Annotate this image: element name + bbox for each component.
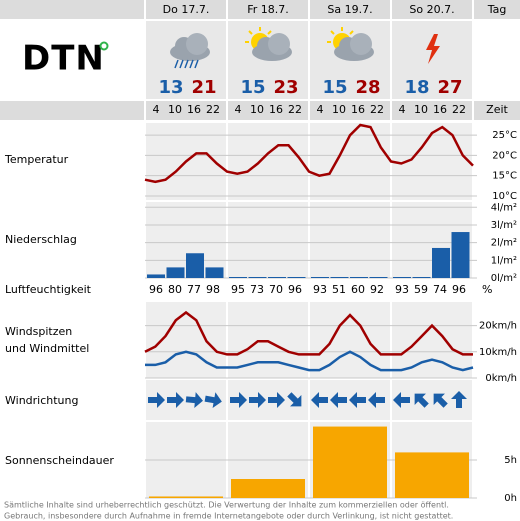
precip-bar [229,277,247,278]
y-tick-label: 10°C [492,191,517,202]
humidity-value: 95 [231,283,245,296]
day-name: Sa 19.7. [327,3,372,16]
day-name: So 20.7. [409,3,454,16]
row-label: Temperatur [4,153,69,166]
hour-label: 10 [250,103,264,116]
row-label: und Windmittel [5,342,89,355]
hour-label: 4 [317,103,324,116]
precip-bar [393,277,411,278]
cell-bg [228,202,308,278]
y-tick-label: 0km/h [485,373,517,384]
hour-label: 16 [187,103,201,116]
hour-label: 4 [153,103,160,116]
precip-bar [432,248,450,278]
unit-label: % [482,283,492,296]
weather-widget: Tag Zeit DTN Do 17.7. 13 21 4 96 10 80 16 77 22 98 Fr … [0,0,520,521]
humidity-value: 51 [332,283,346,296]
precip-bar [452,232,470,278]
precip-bar [206,267,224,278]
row-label: Sonnenscheindauer [5,454,114,467]
hour-label: 22 [288,103,302,116]
page: Tag Zeit DTN Do 17.7. 13 21 4 96 10 80 16 77 22 98 Fr … [0,0,520,521]
humidity-value: 93 [395,283,409,296]
hour-label: 10 [332,103,346,116]
precip-bar [288,277,306,278]
hour-label: 10 [414,103,428,116]
day-name: Fr 18.7. [247,3,289,16]
hour-label: 16 [351,103,365,116]
footer-text: Sämtliche Inhalte sind urheberrechtlich … [4,501,449,510]
humidity-value: 70 [269,283,283,296]
humidity-value: 60 [351,283,365,296]
cell-bg [310,202,390,278]
precip-bar [331,277,349,278]
logo: DTN [22,39,105,79]
y-tick-label: 2l/m² [491,238,517,249]
sunshine-bar [231,479,305,498]
temp-max: 28 [355,77,380,98]
precip-bar [249,277,267,278]
sunshine-bar [313,427,387,498]
humidity-value: 96 [452,283,466,296]
humidity-value: 77 [187,283,201,296]
precip-bar [370,277,388,278]
y-tick-label: 3l/m² [491,220,517,231]
humidity-value: 59 [414,283,428,296]
row-label: Niederschlag [5,233,77,246]
sunshine-bar [395,452,469,498]
y-tick-label: 15°C [492,171,517,182]
hour-label: 22 [370,103,384,116]
hour-label: 4 [399,103,406,116]
row-label: Luftfeuchtigkeit [5,283,92,296]
y-tick-label: 20°C [492,150,517,161]
temp-max: 21 [191,77,216,98]
y-tick-label: 10km/h [479,347,517,358]
precip-bar [350,277,368,278]
cell-bg [228,123,308,200]
humidity-value: 92 [370,283,384,296]
hour-label: 10 [168,103,182,116]
hour-label: 16 [269,103,283,116]
hour-label: 4 [235,103,242,116]
label-header-bg [0,0,144,19]
y-tick-label: 20km/h [479,321,517,332]
temp-max: 23 [273,77,298,98]
temp-min: 15 [322,77,347,98]
label-header-bg [0,101,144,120]
precip-bar [147,274,165,278]
day-name: Do 17.7. [163,3,210,16]
humidity-value: 96 [149,283,163,296]
temp-min: 18 [404,77,429,98]
y-tick-label: 4l/m² [491,202,517,213]
y-tick-label: 0h [504,493,517,504]
humidity-value: 93 [313,283,327,296]
sunshine-bar [149,496,223,498]
time-label: Zeit [486,103,508,116]
row-label: Windrichtung [5,394,78,407]
y-tick-label: 25°C [492,130,517,141]
precip-bar [268,277,286,278]
hour-label: 22 [452,103,466,116]
hour-label: 22 [206,103,220,116]
temp-max: 27 [437,77,462,98]
row-label: Windspitzen [5,325,72,338]
day-label: Tag [487,3,507,16]
precip-bar [311,277,329,278]
y-tick-label: 0l/m² [491,273,517,284]
cell-bg [392,302,472,378]
precip-bar [186,253,204,278]
humidity-value: 98 [206,283,220,296]
humidity-value: 74 [433,283,447,296]
temp-min: 13 [158,77,183,98]
temp-min: 15 [240,77,265,98]
footer-text: Gebrauch, insbesondere durch Aufnahme in… [4,512,453,521]
precip-bar [167,267,185,278]
y-tick-label: 1l/m² [491,255,517,266]
hour-label: 16 [433,103,447,116]
precip-bar [413,277,431,278]
y-tick-label: 5h [504,455,517,466]
humidity-value: 80 [168,283,182,296]
humidity-value: 96 [288,283,302,296]
humidity-value: 73 [250,283,264,296]
